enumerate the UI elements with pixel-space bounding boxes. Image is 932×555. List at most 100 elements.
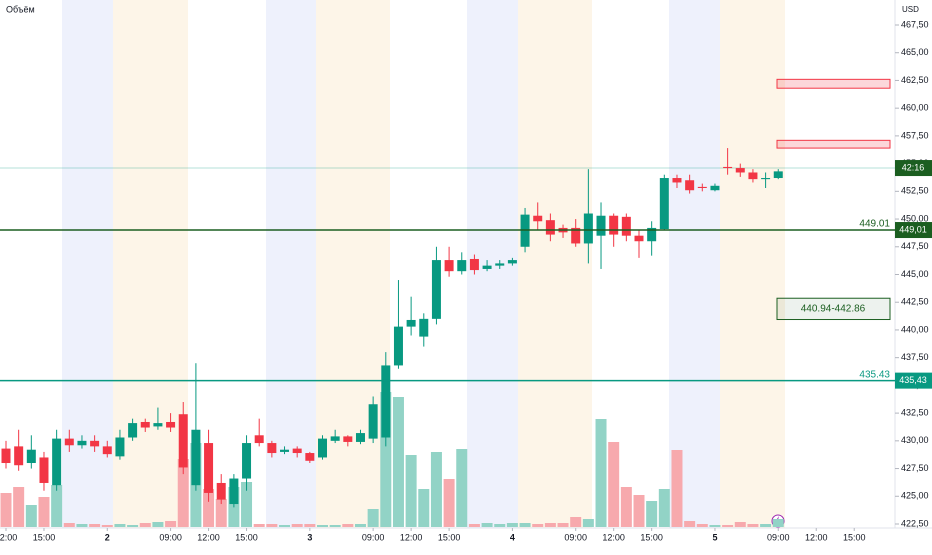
candle-body xyxy=(229,478,239,505)
level-tag-label: 435,43 xyxy=(899,375,927,385)
volume-bar xyxy=(253,524,265,527)
volume-bar xyxy=(582,519,594,527)
candle-body xyxy=(482,265,492,269)
volume-bar xyxy=(481,523,493,527)
volume-bar xyxy=(544,523,556,527)
x-tick-label: 2 xyxy=(105,532,110,542)
candle-body xyxy=(242,443,252,479)
volume-bar xyxy=(595,419,607,527)
y-tick-label: 460,00 xyxy=(901,103,929,113)
level-label: 449.01 xyxy=(859,219,890,230)
candle-body xyxy=(267,443,277,454)
candle-body xyxy=(26,449,36,464)
candle-body xyxy=(204,443,214,493)
volume-bar xyxy=(747,524,759,527)
candle-body xyxy=(507,260,517,264)
volume-bar xyxy=(696,524,708,527)
candle-body xyxy=(672,178,682,183)
candle-body xyxy=(723,166,733,169)
candle-body xyxy=(90,440,100,447)
candle-body xyxy=(191,429,201,486)
volume-bar xyxy=(203,489,215,527)
candle-body xyxy=(761,178,771,180)
volume-bar xyxy=(709,525,721,527)
volume-bar xyxy=(89,524,101,527)
volume-bar xyxy=(152,522,164,527)
x-tick-label: 15:00 xyxy=(235,532,258,542)
x-tick-label: 12:00 xyxy=(400,532,423,542)
volume-bar xyxy=(468,524,480,527)
candle-body xyxy=(52,438,62,486)
x-tick-label: 09:00 xyxy=(159,532,182,542)
x-tick-label: 12:00 xyxy=(197,532,220,542)
candle-body xyxy=(583,213,593,244)
candle-body xyxy=(1,448,11,464)
x-tick-label: 09:00 xyxy=(362,532,385,542)
volume-bar xyxy=(127,525,139,527)
candle-body xyxy=(533,215,543,222)
candle-body xyxy=(343,436,353,442)
x-tick-label: 5 xyxy=(712,532,717,542)
volume-bar xyxy=(342,524,354,527)
x-tick-label: 09:00 xyxy=(564,532,587,542)
y-tick-label: 465,00 xyxy=(901,47,929,57)
y-tick-label: 467,50 xyxy=(901,19,929,29)
candle-body xyxy=(393,326,403,366)
candle-body xyxy=(77,440,87,446)
candle-body xyxy=(545,220,555,235)
volume-bar xyxy=(101,525,113,527)
volume-bar xyxy=(722,525,734,527)
candle-body xyxy=(609,215,619,235)
candle-body xyxy=(647,227,657,242)
candle-body xyxy=(318,438,327,458)
candle-body xyxy=(14,446,24,466)
candle-body xyxy=(102,446,112,455)
candle-body xyxy=(140,421,150,428)
volume-bar xyxy=(392,397,404,527)
volume-bar xyxy=(405,455,417,527)
volume-bar xyxy=(139,523,151,527)
session-bands xyxy=(62,0,785,528)
volume-title: Объём xyxy=(6,4,35,14)
volume-bar xyxy=(279,525,291,527)
zone-label: 440.94-442.86 xyxy=(801,304,866,315)
volume-bar xyxy=(63,523,75,527)
volume-bar xyxy=(177,459,189,527)
level-tag-label: 449,01 xyxy=(899,224,927,234)
candle-body xyxy=(457,260,467,272)
candle-body xyxy=(773,171,783,179)
candle-body xyxy=(697,186,707,189)
y-tick-label: 450,00 xyxy=(901,213,929,223)
volume-bar xyxy=(367,509,379,527)
currency: USD xyxy=(902,5,919,14)
volume-bar xyxy=(354,524,366,527)
x-tick-label: 12:00 xyxy=(805,532,828,542)
volume-bar xyxy=(304,524,316,527)
volume-bar xyxy=(165,521,177,527)
volume-bar xyxy=(646,501,658,527)
volume-bar xyxy=(620,487,632,527)
zone xyxy=(776,78,891,89)
volume-bar xyxy=(506,523,518,527)
candle-body xyxy=(469,258,479,271)
y-tick-label: 425,00 xyxy=(901,491,929,501)
volume-bar xyxy=(51,485,63,527)
y-tick-label: 462,50 xyxy=(901,75,929,85)
x-tick-label: 15:00 xyxy=(843,532,866,542)
x-tick-label: 12:00 xyxy=(0,532,17,542)
candle-body xyxy=(419,318,429,337)
candle-body xyxy=(368,404,378,439)
candle-body xyxy=(596,215,606,236)
y-tick-label: 430,00 xyxy=(901,435,929,445)
volume-bar xyxy=(760,524,772,527)
volume-bar xyxy=(557,523,569,527)
x-tick-label: 3 xyxy=(307,532,312,542)
level-label: 435.43 xyxy=(859,369,890,380)
x-tick-label: 09:00 xyxy=(767,532,790,542)
candle-body xyxy=(216,482,226,500)
y-tick-label: 427,50 xyxy=(901,463,929,473)
volume-bar xyxy=(519,523,531,527)
candle-body xyxy=(64,438,74,446)
candle-body xyxy=(495,263,505,266)
